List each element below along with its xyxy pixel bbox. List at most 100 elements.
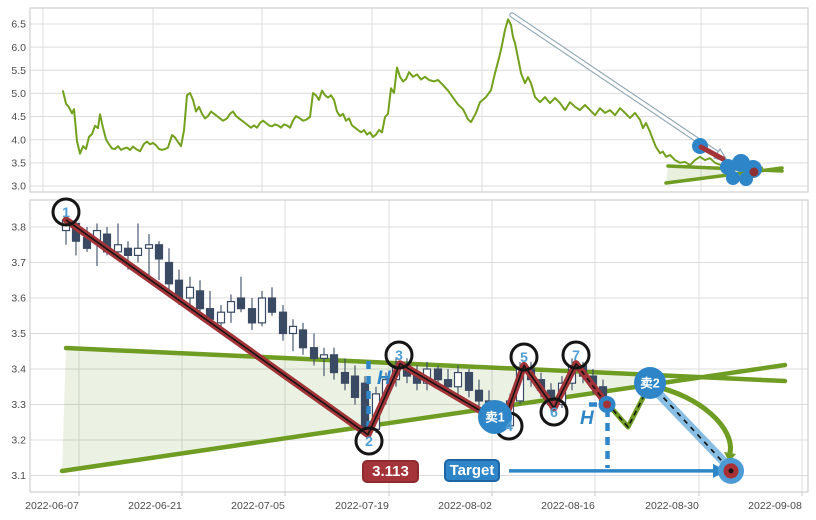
candle: [144, 234, 154, 277]
pivot-marker-1: [51, 197, 81, 227]
candle-body: [164, 261, 174, 285]
x-axis-date-label: 2022-08-16: [541, 500, 595, 512]
candle: [350, 365, 360, 405]
candle-body: [185, 286, 195, 299]
candle-body: [443, 379, 453, 388]
pivot-number-6: 6: [550, 404, 558, 420]
bottom-panel-border: [29, 199, 809, 493]
candle: [464, 369, 474, 398]
candle-body: [133, 247, 143, 257]
candle: [247, 298, 257, 330]
pivot-number-3: 3: [395, 347, 403, 363]
y-axis-tick-label: 5.0: [11, 88, 26, 100]
candle: [236, 276, 246, 313]
candle-body: [340, 371, 350, 384]
y-axis-tick-label: 6.0: [11, 42, 26, 54]
candle-body: [195, 290, 205, 310]
candle-body: [236, 297, 246, 310]
candle-body: [154, 244, 164, 260]
candle-body: [216, 311, 226, 324]
pivot-number-2: 2: [365, 433, 373, 449]
pivot-marker-6: [539, 397, 569, 427]
y-axis-tick-label: 3.3: [11, 399, 26, 411]
top-panel: 6.5 6.0 5.5 5.0 4.5 4.0 3.5 3.0: [11, 7, 809, 193]
y-axis-tick-label: 3.1: [11, 470, 26, 482]
candle-body: [144, 244, 154, 249]
candle-body: [278, 311, 288, 335]
y-axis-tick-label: 4.0: [11, 134, 26, 146]
candle: [226, 294, 236, 323]
cluster-core-dot: [749, 167, 759, 177]
final-target-point-center: [728, 468, 734, 474]
candle-body: [464, 371, 474, 391]
candle-body: [257, 297, 267, 324]
sell2-marker-label: 卖2: [640, 375, 660, 390]
y-axis-tick-label: 3.7: [11, 257, 26, 269]
y-axis-tick-label: 3.2: [11, 435, 26, 447]
candle-body: [267, 297, 277, 313]
candle-body: [113, 244, 123, 253]
candle-body: [350, 375, 360, 399]
projection-arrow-head: [724, 452, 736, 462]
x-axis-date-label: 2022-07-19: [335, 500, 389, 512]
height-marker-label-2: H: [580, 408, 594, 429]
y-axis-tick-label: 3.5: [11, 328, 26, 340]
y-axis-tick-label: 3.6: [11, 293, 26, 305]
cluster-dot: [726, 171, 740, 185]
target-price-badge: 3.113: [362, 460, 419, 483]
candle: [164, 248, 174, 291]
top-panel-border: [29, 7, 809, 193]
price-line: [62, 18, 763, 170]
candle-body: [298, 329, 308, 349]
x-axis-date-label: 2022-06-21: [128, 500, 182, 512]
pivot-number-7: 7: [572, 347, 580, 363]
projection-dashed-centerline: [606, 383, 651, 429]
candle: [298, 322, 308, 355]
candle-body: [453, 371, 463, 388]
candle-body: [309, 347, 319, 359]
sell2-marker: [634, 367, 666, 399]
bottom-panel: 3.8 3.7 3.6 3.5 3.4 3.3 3.2 3.1 2022-06-07 2022-0…: [11, 197, 809, 512]
y-axis-tick-label: 5.5: [11, 65, 26, 77]
pivot-number-4: 4: [505, 418, 513, 434]
candle-body: [247, 308, 257, 324]
pivot-marker-7: [561, 340, 591, 370]
sell1-marker-label: 卖1: [485, 409, 505, 424]
candle: [257, 290, 267, 327]
pivot-number-5: 5: [520, 349, 528, 365]
candle-body: [319, 354, 329, 359]
trend-arrow-shaft: [510, 13, 723, 158]
y-axis-tick-label: 6.5: [11, 19, 26, 31]
mini-red-segment: [698, 144, 726, 162]
candle: [309, 333, 319, 366]
y-axis-tick-label: 3.5: [11, 158, 26, 170]
pivot-marker-5: [509, 342, 539, 372]
candle: [267, 287, 277, 316]
x-axis-date-label: 2022-08-30: [645, 500, 699, 512]
candle: [329, 347, 339, 380]
x-axis-date-label: 2022-09-08: [748, 500, 802, 512]
candle: [319, 347, 329, 377]
y-axis-tick-label: 3.4: [11, 364, 26, 376]
x-axis-date-label: 2022-07-05: [231, 500, 285, 512]
candle: [340, 358, 350, 391]
y-axis-tick-label: 3.8: [11, 222, 26, 234]
pivot-marker-2: [354, 426, 384, 456]
candle-body: [329, 354, 339, 374]
cluster-dot: [739, 172, 753, 186]
candle: [195, 280, 205, 316]
breakdown-point-core: [603, 400, 611, 409]
candle: [185, 276, 195, 309]
candle: [474, 379, 484, 409]
candle: [453, 365, 463, 394]
candle-body: [123, 247, 133, 257]
candle: [154, 241, 164, 281]
sell1-marker: [478, 400, 512, 434]
candle: [278, 305, 288, 341]
pivot-number-1: 1: [62, 204, 70, 220]
x-axis-date-label: 2022-08-02: [438, 500, 492, 512]
mini-wedge-lower-line: [664, 166, 784, 185]
x-axis-date-label: 2022-06-07: [25, 500, 79, 512]
